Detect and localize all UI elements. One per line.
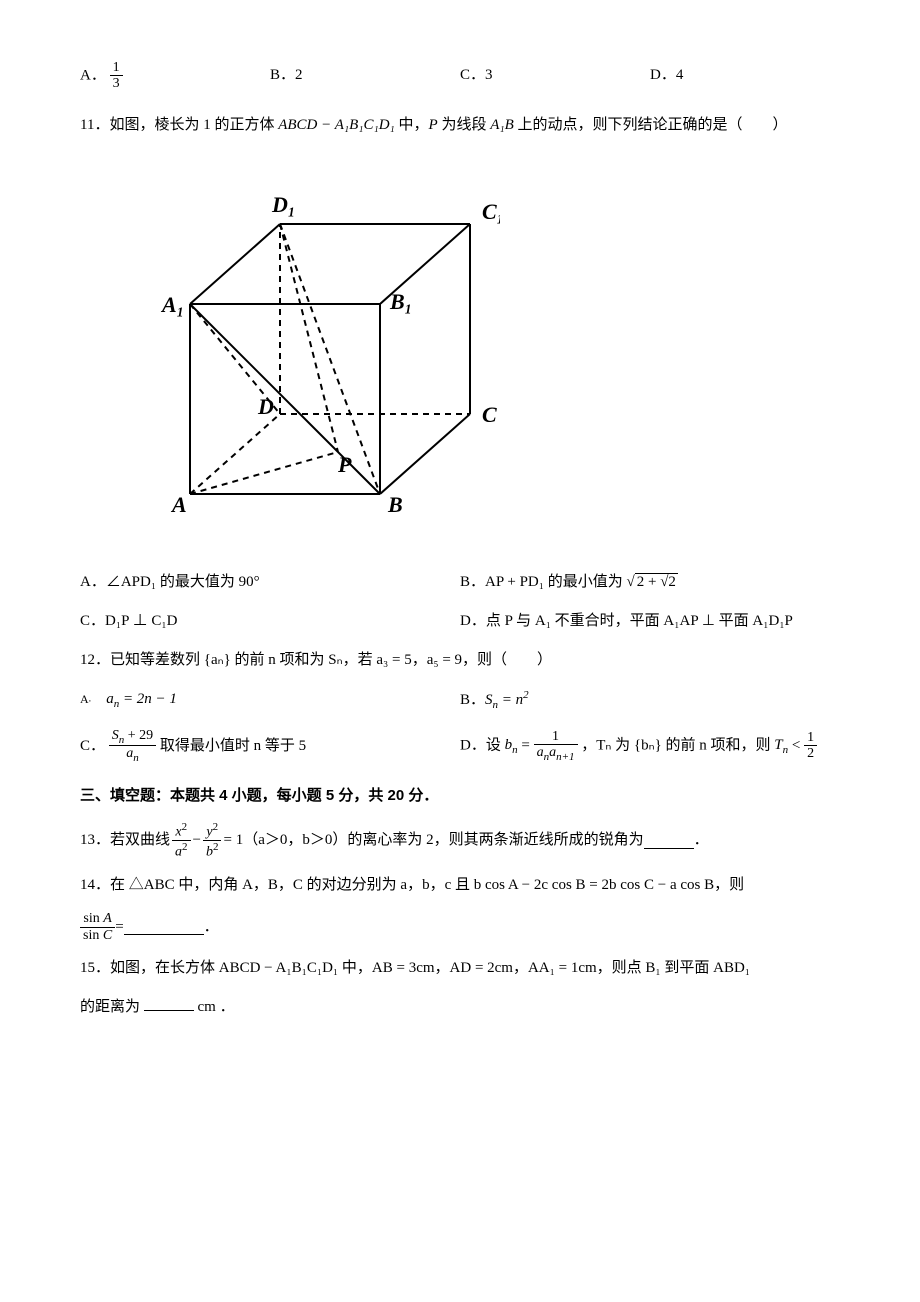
q12-row-ab: A. A．aₙ = 2n − 1an = 2n − 1 B．Sn = n2 <box>80 686 840 716</box>
q13-blank <box>644 833 694 849</box>
q14-fraction: sin A sin C <box>80 911 115 943</box>
q11-option-b: B．AP + PD₁ 的最小值为 √2 + √2 <box>460 569 840 596</box>
svg-text:A: A <box>170 492 187 517</box>
q12-option-b: B．Sn = n2 <box>460 686 840 716</box>
q12-stem: 12．已知等差数列 {aₙ} 的前 n 项和为 Sₙ，若 a₃ = 5，a₅ =… <box>80 647 840 674</box>
q12-c-fraction: Sn + 29 an <box>109 728 156 765</box>
option-c: C．3 <box>460 62 650 89</box>
svg-text:C: C <box>482 402 497 427</box>
option-d: D．4 <box>650 62 840 89</box>
q15-line2: 的距离为 cm ． <box>80 994 840 1021</box>
sqrt-expr: √2 + √2 <box>627 573 678 590</box>
q12-option-a: A. A．aₙ = 2n − 1an = 2n − 1 <box>80 686 460 716</box>
q11-option-a: A．∠APD₁ 的最大值为 90° <box>80 569 460 596</box>
q14-line1: 14．在 △ABC 中，内角 A，B，C 的对边分别为 a，b，c 且 b co… <box>80 872 840 899</box>
svg-text:C₁: C₁ <box>482 199 500 224</box>
option-a-label: A． <box>80 67 106 83</box>
option-a-fraction: 1 3 <box>110 60 123 92</box>
svg-text:P: P <box>337 452 352 477</box>
q14-blank <box>124 919 204 935</box>
cube-diagram: D₁ C₁ A₁ B₁ D C A B P <box>120 154 840 544</box>
q13-frac-x: x2 a2 <box>172 821 191 860</box>
q11-row-ab: A．∠APD₁ 的最大值为 90° B．AP + PD₁ 的最小值为 √2 + … <box>80 569 840 596</box>
svg-text:A₁: A₁ <box>160 292 184 317</box>
q13-frac-y: y2 b2 <box>203 821 222 860</box>
q12-d-fraction1: 1 anan+1 <box>534 729 578 763</box>
q12-option-d: D．设 bn = 1 anan+1 ，Tₙ 为 {bₙ} 的前 n 项和，则 T… <box>460 729 840 763</box>
svg-text:B₁: B₁ <box>389 289 412 314</box>
q12-d-fraction2: 1 2 <box>804 730 817 762</box>
svg-text:D: D <box>257 394 274 419</box>
q11-option-d: D．点 P 与 A₁ 不重合时，平面 A₁AP ⊥ 平面 A₁D₁P <box>460 608 840 635</box>
svg-text:B: B <box>387 492 403 517</box>
q11-stem: 11．如图，棱长为 1 的正方体 ABCD − A₁B₁C₁D₁ 中，P 为线段… <box>80 112 840 139</box>
q11-row-cd: C．D₁P ⊥ C₁D D．点 P 与 A₁ 不重合时，平面 A₁AP ⊥ 平面… <box>80 608 840 635</box>
section-3-title: 三、填空题：本题共 4 小题，每小题 5 分，共 20 分． <box>80 782 840 809</box>
q13: 13．若双曲线 x2 a2 − y2 b2 = 1 （a＞0，b＞0） 的离心率… <box>80 821 840 860</box>
option-b: B．2 <box>270 62 460 89</box>
q12-option-c: C． Sn + 29 an 取得最小值时 n 等于 5 <box>80 728 460 765</box>
q14-line2: sin A sin C = ． <box>80 911 840 943</box>
svg-text:D₁: D₁ <box>271 192 296 217</box>
q10-options: A． 1 3 B．2 C．3 D．4 <box>80 60 840 92</box>
option-a: A． 1 3 <box>80 60 270 92</box>
q15-line1: 15．如图，在长方体 ABCD − A₁B₁C₁D₁ 中，AB = 3cm，AD… <box>80 955 840 982</box>
q15-blank <box>144 995 194 1011</box>
cube-svg: D₁ C₁ A₁ B₁ D C A B P <box>120 154 500 534</box>
q11-option-c: C．D₁P ⊥ C₁D <box>80 608 460 635</box>
q12-row-cd: C． Sn + 29 an 取得最小值时 n 等于 5 D．设 bn = 1 a… <box>80 728 840 765</box>
